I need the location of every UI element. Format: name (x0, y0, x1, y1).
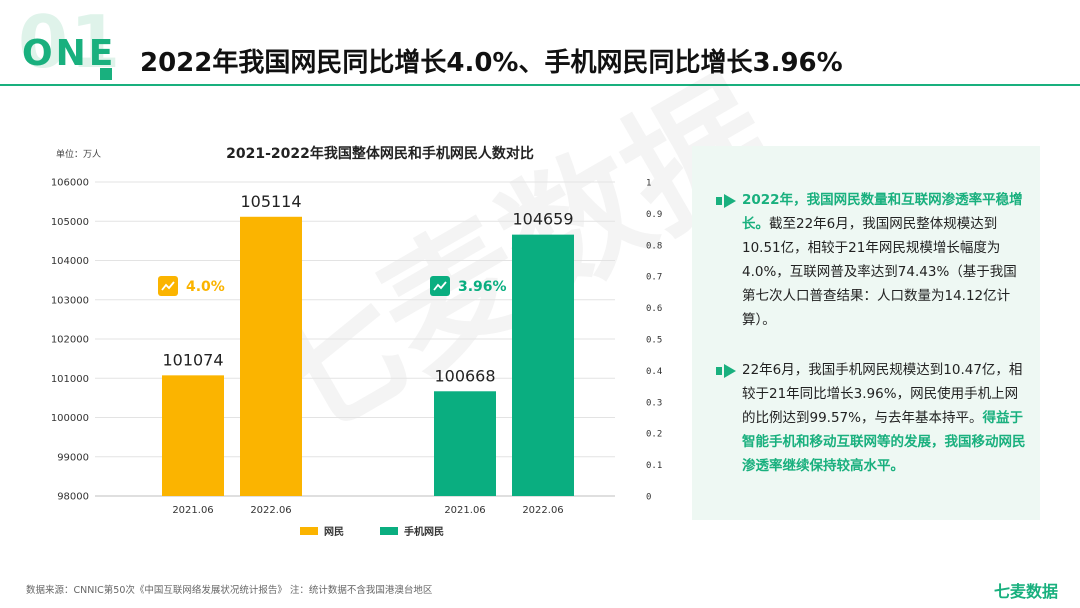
bar-手机网民-2022.06 (512, 234, 574, 496)
growth-label: 3.96% (458, 279, 507, 295)
insight-panel: 2022年，我国网民数量和互联网渗透率平稳增长。截至22年6月，我国网民整体规模… (692, 146, 1040, 520)
data-label: 105114 (240, 192, 301, 211)
y2-tick-label: 0.4 (646, 367, 662, 377)
data-label: 100668 (434, 366, 495, 385)
y2-tick-label: 0 (646, 493, 651, 503)
insight-2-text: 22年6月，我国手机网民规模达到10.47亿，相较于21年同比增长3.96%，网… (742, 362, 1023, 426)
data-label: 101074 (162, 350, 223, 369)
chart-title: 2021-2022年我国整体网民和手机网民人数对比 (226, 145, 534, 162)
section-number: 01 (18, 0, 123, 84)
y-tick-label: 103000 (51, 295, 89, 306)
trend-up-icon-line (433, 281, 447, 291)
insight-1-highlight: 2022年，我国网民数量和互联网渗透率平稳增长。 (742, 192, 1023, 232)
x-tick-label: 2022.06 (250, 505, 291, 516)
y-tick-label: 101000 (51, 374, 89, 385)
y-tick-label: 102000 (51, 335, 89, 346)
page-title: 2022年我国网民同比增长4.0%、手机网民同比增长3.96% (140, 48, 843, 78)
accent-square (100, 68, 112, 80)
legend-label: 网民 (324, 526, 344, 538)
header-divider (0, 84, 1080, 86)
y-tick-label: 98000 (57, 492, 89, 503)
y2-tick-label: 0.7 (646, 273, 662, 283)
y2-tick-label: 0.2 (646, 430, 662, 440)
legend-swatch (380, 527, 398, 535)
y2-tick-label: 0.9 (646, 210, 662, 220)
y2-tick-label: 0.8 (646, 241, 662, 251)
insight-2-highlight: 得益于智能手机和移动互联网等的发展，我国移动网民渗透率继续保持较高水平。 (742, 410, 1026, 474)
y2-tick-label: 0.3 (646, 398, 662, 408)
section-label: ONE (22, 33, 117, 74)
bar-手机网民-2021.06 (434, 391, 496, 496)
arrow-bullet-icon (716, 364, 736, 378)
x-tick-label: 2021.06 (172, 505, 213, 516)
growth-label: 4.0% (186, 279, 225, 295)
y-tick-label: 106000 (51, 178, 89, 189)
y2-tick-label: 0.6 (646, 304, 662, 314)
insight-paragraph-2: 22年6月，我国手机网民规模达到10.47亿，相较于21年同比增长3.96%，网… (742, 358, 1028, 478)
y2-tick-label: 0.1 (646, 461, 662, 471)
y-tick-label: 104000 (51, 256, 89, 267)
data-label: 104659 (512, 210, 573, 229)
unit-label: 单位：万人 (56, 148, 101, 160)
legend-label: 手机网民 (404, 525, 444, 538)
x-tick-label: 2021.06 (444, 505, 485, 516)
legend-swatch (300, 527, 318, 535)
brand-logo: 七麦数据 (993, 582, 1058, 601)
y-tick-label: 105000 (51, 217, 89, 228)
insight-paragraph-1: 2022年，我国网民数量和互联网渗透率平稳增长。截至22年6月，我国网民整体规模… (742, 188, 1028, 332)
x-tick-label: 2022.06 (522, 505, 563, 516)
y2-tick-label: 1 (646, 179, 651, 189)
insight-1-text: 截至22年6月，我国网民整体规模达到10.51亿，相较于21年网民规模增长幅度为… (742, 216, 1017, 328)
trend-up-icon-line (161, 281, 175, 291)
data-source-note: 数据来源：CNNIC第50次《中国互联网络发展状况统计报告》 注：统计数据不含我… (26, 585, 433, 596)
page-header: 01 ONE 2022年我国网民同比增长4.0%、手机网民同比增长3.96% (0, 0, 1080, 90)
bar-网民-2021.06 (162, 375, 224, 496)
bar-网民-2022.06 (240, 216, 302, 496)
arrow-bullet-icon (716, 194, 736, 208)
y-tick-label: 100000 (51, 413, 89, 424)
bar-chart: 2021-2022年我国整体网民和手机网民人数对比 单位：万人 98000 99000… (51, 145, 662, 538)
y2-tick-label: 0.5 (646, 336, 662, 346)
y-tick-label: 99000 (57, 452, 89, 463)
